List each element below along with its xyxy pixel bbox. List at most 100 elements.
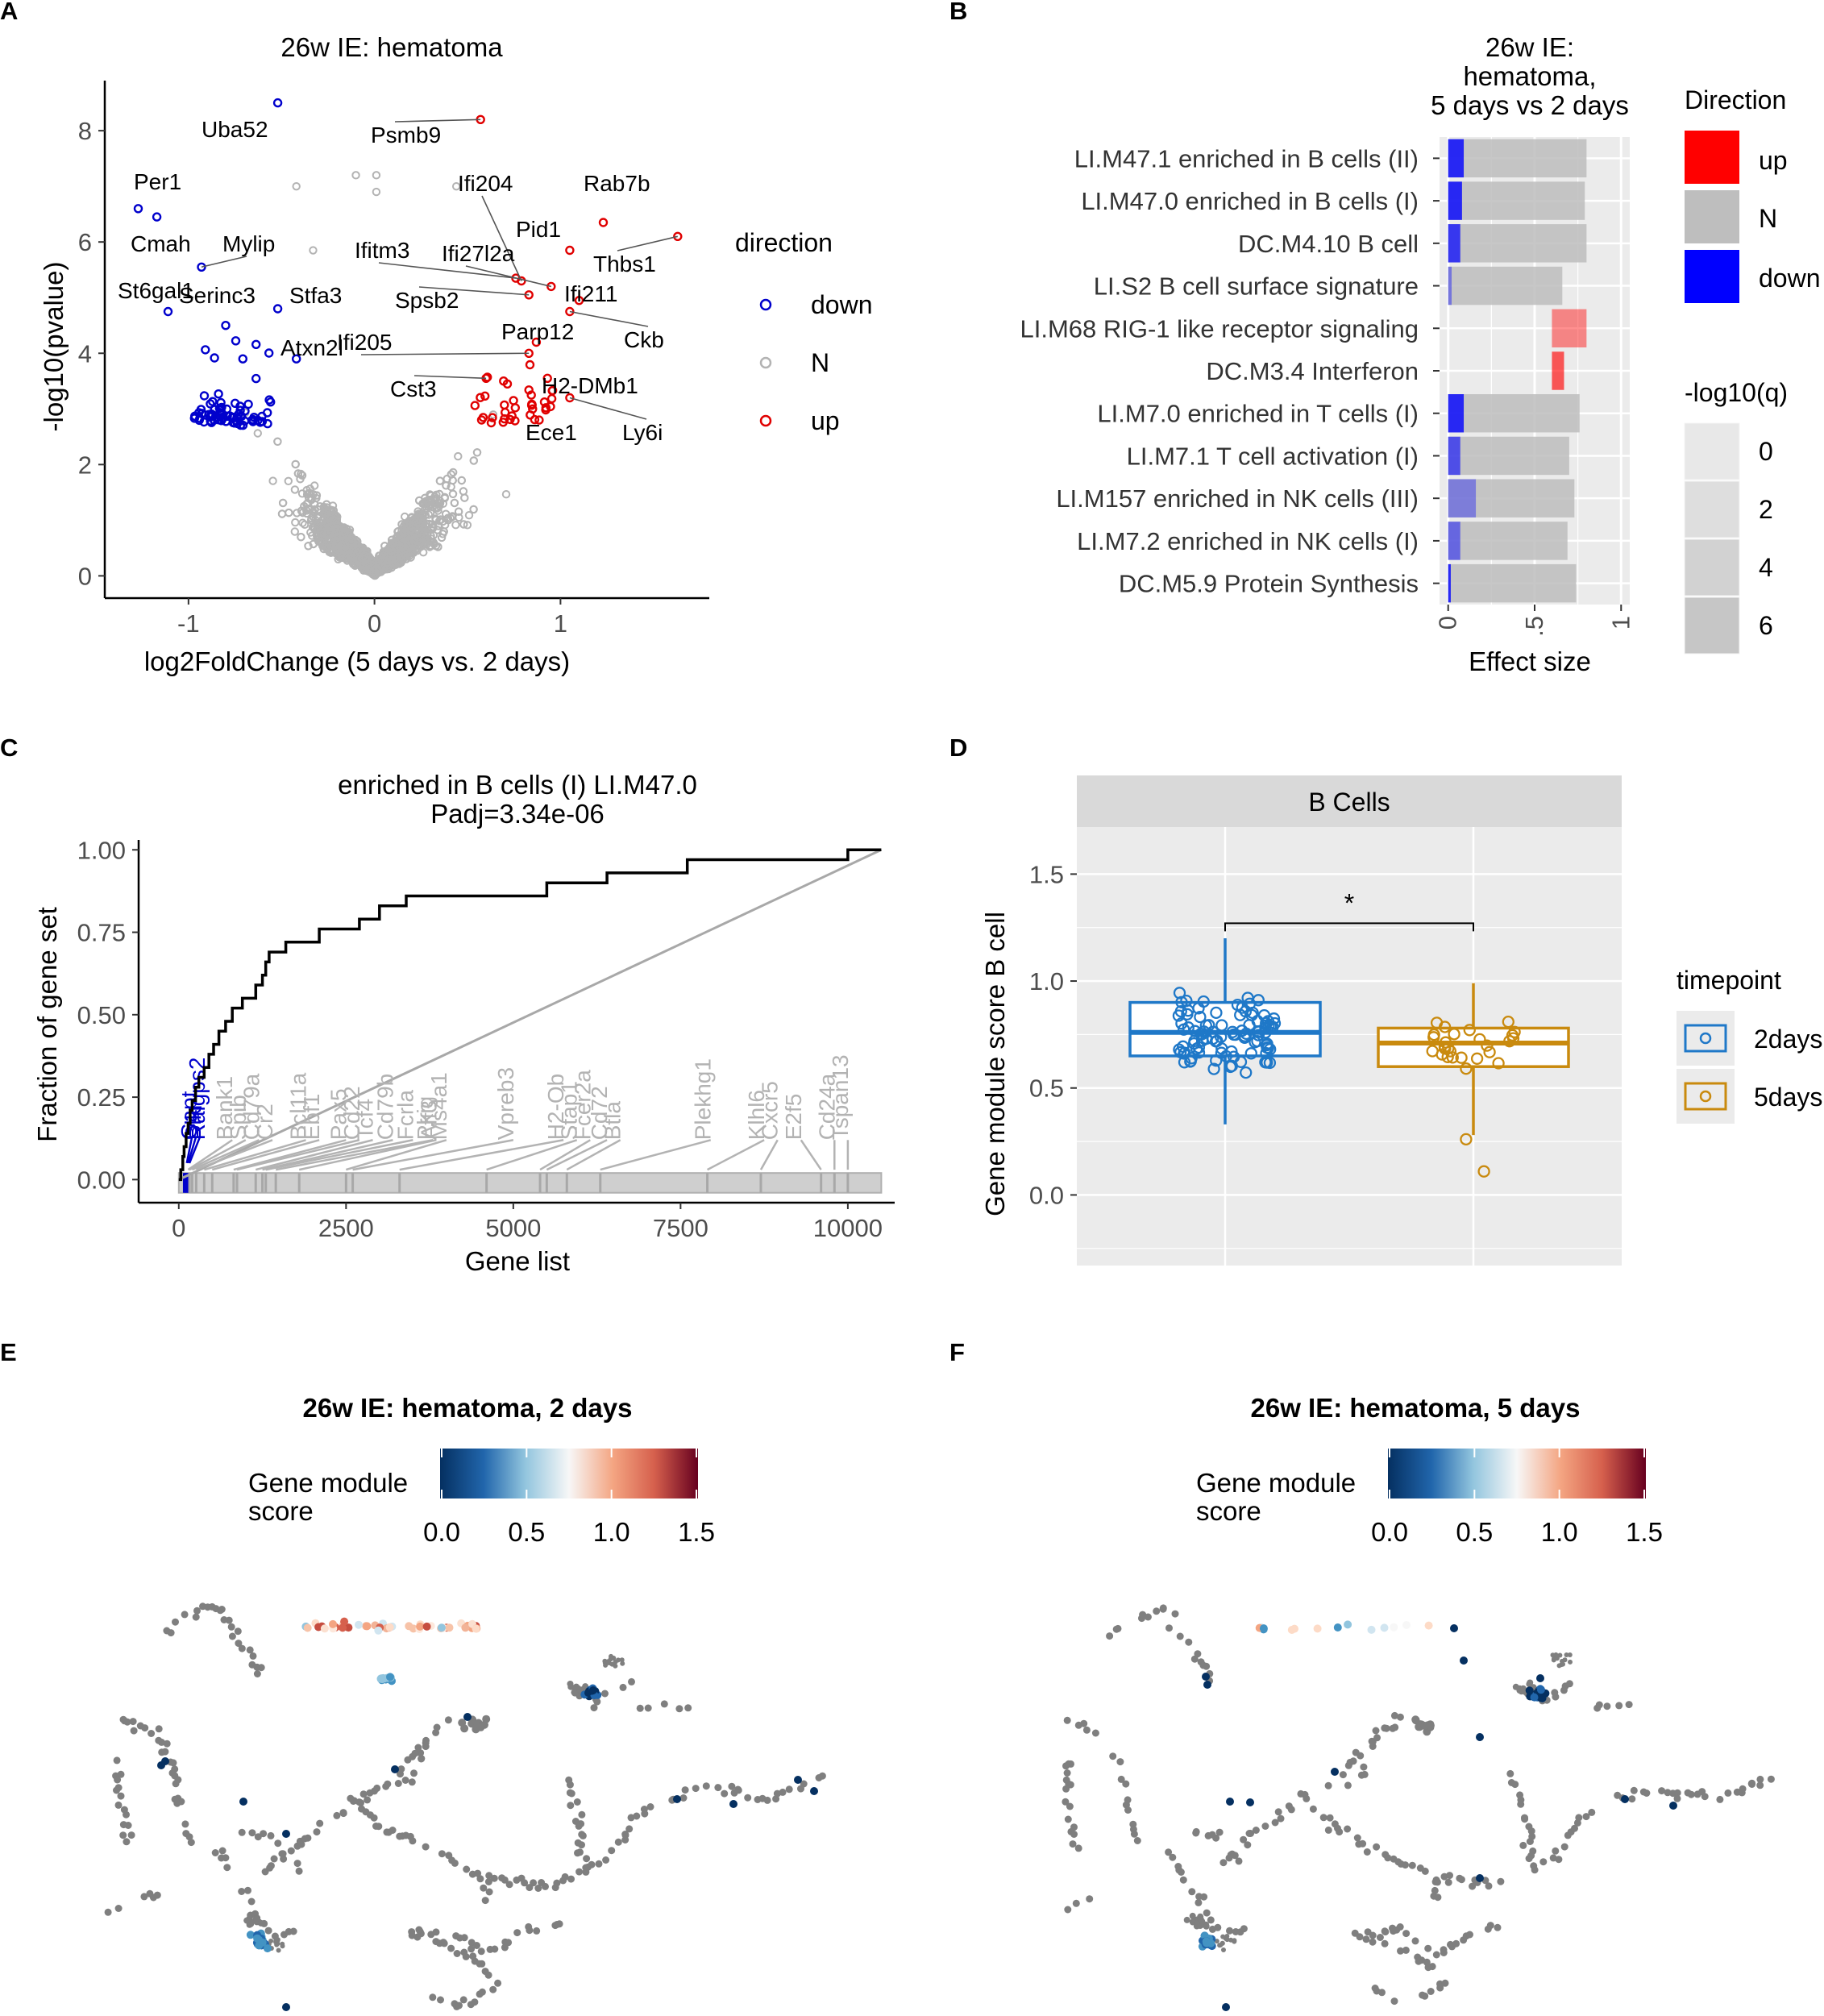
umap-cell-grey	[257, 1919, 264, 1927]
box-point-2days	[1178, 1023, 1190, 1036]
module-label: LI.M7.0 enriched in T cells (I)	[1097, 400, 1419, 428]
umap-cell-grey	[1203, 1662, 1211, 1670]
module-effect-plot: B 26w IE: hematoma, 5 days vs 2 days LI.…	[949, 0, 1821, 676]
umap-cell-grey	[238, 1828, 246, 1836]
box-point-2days	[1209, 1035, 1223, 1048]
enrichment-title: enriched in B cells (I) LI.M47.0	[338, 770, 697, 800]
grey-gene-label: Fcer2a	[570, 1070, 595, 1141]
umap-cell-colored	[1333, 1623, 1342, 1632]
volcano-point-down	[292, 354, 301, 364]
umap-cell-grey	[472, 1723, 481, 1731]
umap-cell-grey	[1630, 1786, 1638, 1794]
umap-cell-grey	[513, 1929, 521, 1937]
umap-cell-grey	[1159, 1604, 1167, 1612]
umap-cell-grey	[628, 1677, 635, 1686]
umap-cell-grey	[1252, 1827, 1260, 1834]
umap-cell-grey	[533, 1927, 541, 1935]
box-point-5days	[1508, 1025, 1521, 1038]
umap-cell-grey	[411, 1749, 419, 1757]
box-point-2days	[1229, 1028, 1242, 1041]
umap-cell-grey	[614, 1838, 622, 1846]
volcano-point-down	[235, 405, 245, 415]
q-legend-2: 2	[1759, 495, 1773, 524]
umap-cell-grey	[575, 1822, 583, 1830]
gene-label-mylip: Mylip	[222, 231, 275, 256]
umap-cell-grey	[478, 1960, 486, 1968]
volcano-point-n	[382, 546, 391, 555]
umap-cell-grey	[375, 1823, 383, 1831]
umap-cell-grey	[619, 1657, 625, 1663]
umap-cell-grey	[260, 1830, 268, 1838]
umap-cell-grey	[1086, 1895, 1094, 1903]
box-point-2days	[1195, 1034, 1209, 1047]
box-y-tick-label: 0.5	[1029, 1075, 1064, 1103]
umap-cell-grey	[1133, 1837, 1141, 1844]
enrichment-x-tick-label: 10000	[813, 1214, 883, 1242]
umap-cell-colored	[1344, 1620, 1352, 1629]
volcano-point-down	[266, 397, 276, 407]
volcano-point-n	[314, 533, 324, 542]
gene-label-per1: Per1	[134, 169, 181, 194]
umap-cell-grey	[1571, 1824, 1578, 1832]
umap-cell-grey	[238, 1888, 246, 1895]
umap-cell-grey	[1063, 1769, 1071, 1777]
umap-cell-colored	[1222, 2003, 1230, 2011]
umap-cell-grey	[1122, 1780, 1130, 1788]
umap-cell-colored	[1450, 1624, 1458, 1632]
gene-label-serinc3: Serinc3	[179, 283, 256, 308]
gene-label-atxn2l: Atxn2l	[280, 335, 343, 360]
grey-gene-leader	[265, 1139, 413, 1171]
umap-cell-grey	[163, 1740, 171, 1748]
volcano-point-down	[272, 98, 283, 108]
umap-cell-grey	[734, 1785, 742, 1794]
module-bar-n	[1448, 563, 1577, 603]
umap-cell-grey	[633, 1812, 641, 1820]
gene-label-line	[617, 235, 678, 251]
umap-cell-colored	[1621, 1795, 1629, 1803]
umap-cell-grey	[573, 1798, 581, 1806]
grey-gene-leader	[203, 1139, 306, 1171]
umap-cell-grey	[1615, 1702, 1623, 1710]
legend-key-5days-dot	[1699, 1090, 1712, 1103]
umap-cell-grey	[494, 1979, 502, 1987]
umap-cell-grey	[574, 1849, 581, 1857]
box-grid	[1077, 827, 1622, 1266]
box-point-5days	[1502, 1015, 1514, 1029]
umap-cell-grey	[394, 1780, 402, 1787]
enrichment-x-tick-label: 7500	[653, 1214, 708, 1242]
umap-cell-grey	[613, 1663, 618, 1669]
volcano-point-n	[343, 538, 352, 548]
umap-cell-grey	[785, 1785, 793, 1794]
umap-cell-grey	[1165, 1624, 1173, 1632]
box-plot: D B Cells * 0.0 0.5 1.0 1.5 Gene module sco…	[949, 734, 1822, 1266]
volcano-point-down	[189, 414, 200, 423]
module-bar-n	[1448, 139, 1587, 178]
umap-cell-grey	[1144, 1613, 1152, 1621]
grey-gene-label: E2f5	[781, 1094, 806, 1141]
umap-2days-colorbar-ticks: 0.0 0.5 1.0 1.5	[423, 1449, 715, 1547]
umap-cell-grey	[588, 1860, 596, 1868]
grey-gene-label: Tspan13	[828, 1054, 853, 1140]
modules-title-line-1: 26w IE:	[1485, 32, 1574, 62]
box-point-5days	[1477, 1165, 1490, 1178]
modules-x-tick-label: 0	[1434, 616, 1462, 630]
umap-cell-grey	[1446, 1872, 1453, 1880]
module-bar-down	[1448, 181, 1462, 220]
box-point-2days	[1197, 1025, 1211, 1038]
umap-cell-grey	[1344, 1781, 1352, 1789]
umap-cell-grey	[1518, 1688, 1525, 1695]
modules-bars	[1448, 139, 1587, 603]
umap-cell-grey	[1189, 1912, 1196, 1919]
box-point-5days	[1455, 1051, 1468, 1064]
umap-cell-colored	[1367, 1625, 1376, 1634]
box-marks: *	[1128, 888, 1570, 1178]
box-point-2days	[1210, 1054, 1223, 1067]
umap-cell-grey	[559, 1877, 567, 1885]
umap-cell-grey	[553, 1921, 561, 1928]
umap-cell-grey	[274, 1942, 280, 1947]
timepoint-legend-2days: 2days	[1754, 1025, 1822, 1054]
umap-cell-grey	[553, 1879, 561, 1887]
umap-cell-grey	[1218, 1943, 1224, 1947]
module-label: DC.M3.4 Interferon	[1206, 357, 1419, 385]
volcano-point-down	[238, 354, 247, 364]
